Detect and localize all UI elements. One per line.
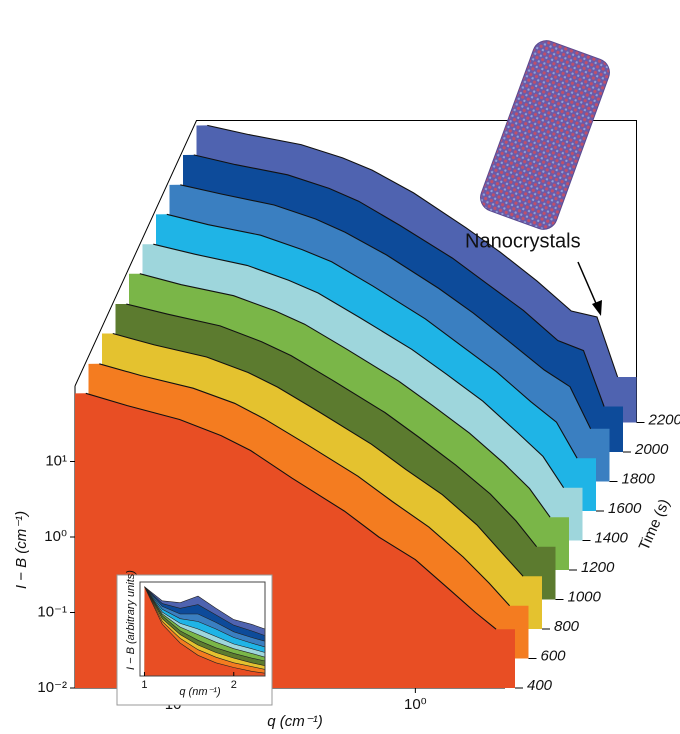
chart: q (cm⁻¹) I − B (cm⁻¹) Time (s) 400600800…	[0, 0, 680, 734]
arrow-head	[592, 300, 602, 316]
y-tick-label: 10⁻²	[37, 679, 67, 696]
y-axis-label: I − B (cm⁻¹)	[13, 511, 30, 589]
y-tick-label: 10¹	[45, 452, 67, 469]
y-tick-label: 10⁰	[44, 528, 67, 545]
z-tick-label: 600	[541, 647, 567, 664]
z-tick-label: 800	[554, 618, 580, 635]
z-tick-label: 1400	[595, 529, 629, 546]
annotation-arrow	[578, 262, 598, 308]
z-tick-label: 2000	[634, 441, 669, 458]
inset-x-tick-label: 1	[141, 679, 147, 691]
z-tick-label: 1800	[622, 470, 656, 487]
x-axis-label: q (cm⁻¹)	[267, 713, 322, 730]
inset-x-label: q (nm⁻¹)	[179, 686, 221, 698]
inset-y-label: I − B (arbitrary units)	[125, 570, 137, 670]
z-tick-label: 1000	[568, 588, 602, 605]
inset-x-tick-label: 2	[231, 679, 237, 691]
nanocrystal-image	[477, 37, 614, 234]
z-tick-label: 1600	[608, 500, 642, 517]
x-tick-label: 10⁰	[404, 696, 427, 713]
z-tick-label: 2200	[648, 411, 680, 428]
annotation: Nanocrystals	[465, 230, 581, 252]
z-tick-label: 400	[527, 677, 553, 694]
page: q (cm⁻¹) I − B (cm⁻¹) Time (s) 400600800…	[0, 0, 680, 734]
z-tick-label: 1200	[581, 559, 615, 576]
y-tick-label: 10⁻¹	[37, 603, 67, 620]
